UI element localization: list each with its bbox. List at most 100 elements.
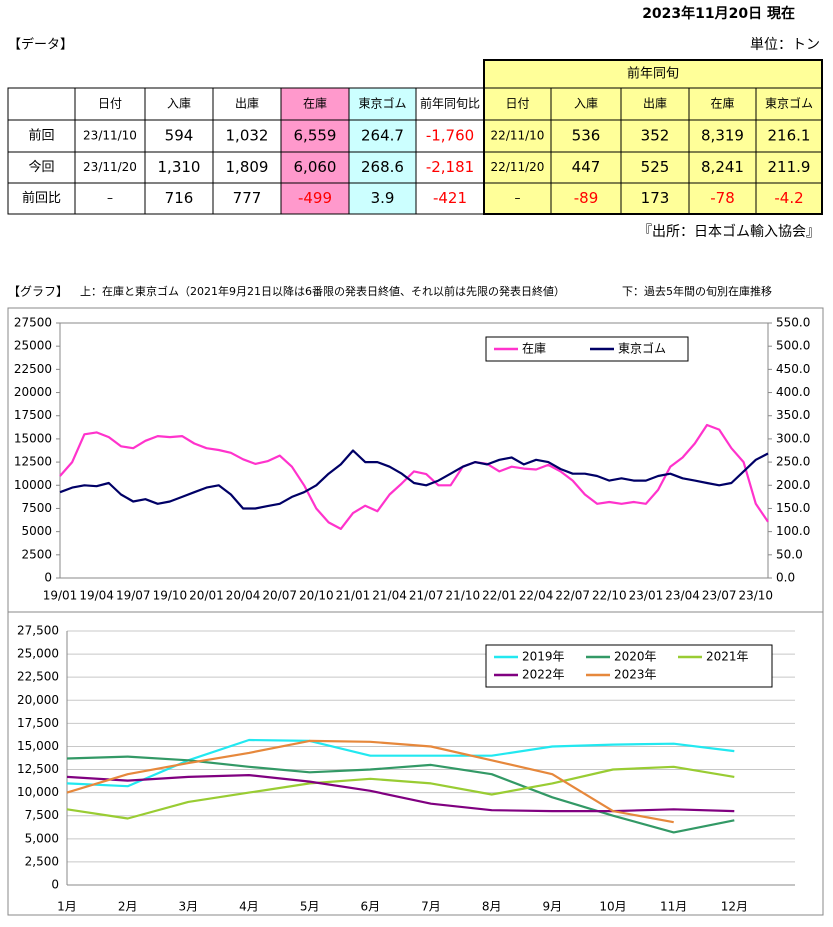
cell-value: -4.2 [774,189,803,207]
section-label: 【データ】 [8,37,73,53]
header-corner [7,87,76,121]
plot-frame [59,322,769,579]
x-tick-label: 9月 [543,900,563,914]
cell-value: 6,559 [294,127,337,145]
x-tick-label: 6月 [361,900,381,914]
legend-label: 在庫 [522,342,546,356]
x-tick-label: 21/01 [336,589,371,603]
cell [144,119,214,153]
column-header: 東京ゴム [358,96,406,111]
y-tick-label: 15000 [14,431,52,445]
x-tick-label: 19/10 [153,589,188,603]
column-header: 出庫 [643,97,667,111]
header-cell [348,87,417,121]
y-tick-label: 7,500 [25,808,59,822]
cell [348,182,417,215]
x-tick-label: 20/01 [189,589,224,603]
x-tick-label: 23/01 [629,589,664,603]
row-label: 前回 [28,128,54,144]
y-tick-label: 20,000 [17,693,59,707]
cell-value: 22/11/20 [491,160,545,174]
cell [755,182,823,215]
legend-label: 2019年 [522,650,565,664]
y-tick-label: 12,500 [17,762,59,776]
series-line [66,765,735,820]
cell [212,182,282,215]
cell-value: 1,809 [226,158,269,176]
x-tick-label: 19/04 [79,589,114,603]
y2-tick-label: 300.0 [776,431,810,445]
report-date: 2023年11月20日 現在 [642,5,795,22]
cell [415,119,485,153]
x-tick-label: 11月 [660,900,687,914]
x-tick-label: 8月 [482,900,502,914]
cell-value: -421 [433,189,467,207]
cell-value: 173 [641,189,670,207]
column-header: 前年同旬比 [420,96,480,111]
legend-label: 2023年 [614,668,657,682]
x-tick-label: 10月 [599,900,626,914]
unit-label: 単位：トン [750,37,820,53]
legend-label: 東京ゴム [618,341,666,356]
cell-value: 525 [641,158,670,176]
cell-value: 777 [233,189,262,207]
y-tick-label: 22500 [14,362,52,376]
x-tick-label: 20/04 [226,589,261,603]
cell-value: -499 [298,189,332,207]
cell [415,151,485,184]
y2-tick-label: 100.0 [776,524,810,538]
y-tick-label: 25,000 [17,647,59,661]
y-tick-label: 15,000 [17,739,59,753]
y-tick-label: 12500 [14,455,52,469]
cell-value: 1,032 [226,127,269,145]
cell [483,182,552,215]
group-header: 前年同旬 [627,66,679,82]
y2-tick-label: 200.0 [776,478,810,492]
cell [212,119,282,153]
cell [755,119,823,153]
cell-value: 447 [572,158,601,176]
cell [620,119,690,153]
header-cell [212,87,282,121]
x-tick-label: 2月 [118,900,138,914]
header-cell [550,87,622,121]
column-header: 日付 [505,97,529,111]
y2-tick-label: 0.0 [776,571,795,585]
cell [74,151,146,184]
cell-value: 1,310 [158,158,201,176]
y-tick-label: 17,500 [17,716,59,730]
cell-value: -2,181 [426,158,474,176]
legend-box [485,336,689,362]
y-tick-label: 0 [44,571,52,585]
column-header: 入庫 [167,97,191,111]
cell [550,119,622,153]
y2-tick-label: 350.0 [776,408,810,422]
cell [415,182,485,215]
row-label: 前回比 [22,190,61,206]
cell-value: 716 [165,189,194,207]
header-cell [415,87,485,121]
row-label-cell [7,119,76,153]
x-tick-label: 22/01 [482,589,517,603]
y2-tick-label: 500.0 [776,339,810,353]
row-label-cell [7,182,76,215]
y2-tick-label: 550.0 [776,316,810,330]
legend-box [485,644,773,688]
x-tick-label: 22/10 [592,589,627,603]
cell-value: – [107,191,113,205]
x-tick-label: 20/10 [299,589,334,603]
x-tick-label: 22/04 [519,589,554,603]
x-tick-label: 22/07 [555,589,590,603]
column-header: 東京ゴム [765,96,813,111]
legend-label: 2021年 [706,650,749,664]
cell-value: 8,241 [701,158,744,176]
series-line [66,774,735,813]
cell-value: 352 [641,127,670,145]
y-tick-label: 22,500 [17,670,59,684]
x-tick-label: 23/04 [665,589,700,603]
x-tick-label: 4月 [239,900,259,914]
cell-value: -89 [574,189,599,207]
x-tick-label: 23/07 [702,589,737,603]
